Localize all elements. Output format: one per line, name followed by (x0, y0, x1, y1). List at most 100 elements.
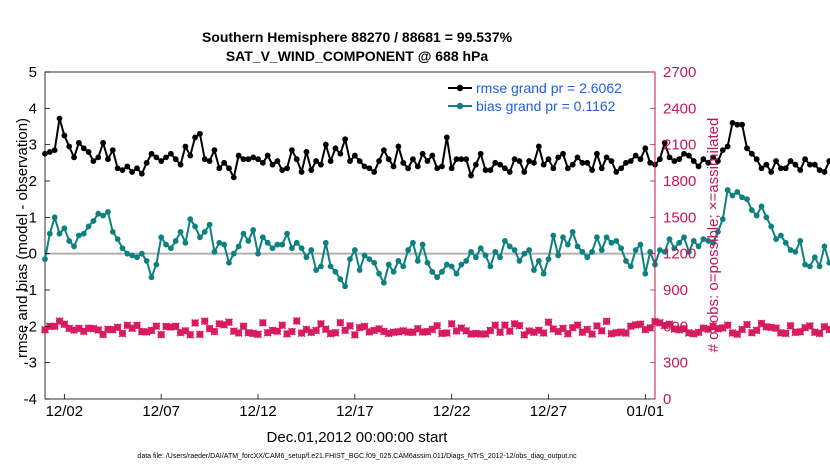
rmse-marker (245, 156, 252, 163)
obs-assimilated-marker (283, 329, 292, 338)
bias-marker (245, 238, 252, 244)
bias-marker (46, 230, 53, 237)
x-tick-label: 12/22 (433, 403, 471, 420)
y2-tick-label: 900 (663, 282, 688, 299)
obs-assimilated-marker (820, 322, 829, 331)
bias-marker (482, 252, 489, 259)
obs-assimilated-marker (563, 329, 572, 338)
rmse-marker (366, 165, 373, 172)
bias-marker (458, 261, 465, 268)
rmse-marker (114, 165, 121, 172)
rmse-marker (468, 172, 474, 179)
bias-marker (589, 248, 595, 255)
rmse-marker (42, 150, 48, 157)
rmse-marker (569, 161, 576, 168)
bias-marker (289, 245, 295, 252)
rmse-marker (298, 169, 305, 175)
bias-marker (158, 234, 165, 241)
rmse-marker (361, 163, 368, 170)
bias-marker (535, 258, 542, 264)
rmse-marker (424, 158, 431, 164)
obs-assimilated-marker (718, 323, 727, 332)
bias-marker (506, 243, 513, 250)
rmse-marker (410, 156, 416, 163)
obs-assimilated-marker (602, 317, 611, 326)
bias-marker (405, 247, 411, 253)
obs-assimilated-marker (331, 328, 340, 337)
bias-marker (690, 238, 697, 244)
obs-assimilated-marker (539, 329, 548, 337)
obs-assimilated-marker (142, 327, 151, 336)
rmse-marker (240, 156, 247, 163)
obs-assimilated-marker (292, 317, 301, 325)
bias-marker (710, 239, 716, 246)
rmse-marker (574, 154, 581, 161)
obs-assimilated-marker (442, 329, 451, 337)
bias-marker (768, 223, 775, 230)
rmse-marker (511, 156, 518, 163)
y-tick-label: 2 (29, 173, 37, 190)
bias-marker (148, 274, 155, 281)
rmse-marker (269, 161, 276, 168)
rmse-marker (332, 145, 339, 152)
obs-assimilated-marker (186, 330, 195, 339)
obs-assimilated-marker (254, 330, 262, 339)
obs-assimilated-marker (709, 322, 718, 331)
obs-assimilated-marker (375, 324, 384, 333)
y2-tick-label: 1500 (663, 209, 696, 226)
rmse-marker (230, 174, 237, 181)
rmse-marker (739, 121, 746, 128)
rmse-marker (51, 147, 58, 154)
obs-assimilated-marker (70, 326, 79, 335)
rmse-marker (666, 154, 673, 161)
obs-assimilated-marker (413, 324, 422, 333)
bias-marker (564, 241, 571, 248)
bias-marker (705, 238, 712, 244)
bias-marker (797, 238, 804, 244)
rmse-marker (71, 154, 77, 161)
obs-assimilated-marker (588, 330, 597, 339)
rmse-marker (255, 156, 261, 163)
rmse-marker (773, 158, 779, 164)
rmse-marker (313, 158, 320, 164)
obs-assimilated-marker (74, 324, 83, 333)
bias-marker (187, 216, 194, 223)
rmse-marker (463, 156, 470, 163)
bias-marker (327, 263, 334, 270)
rmse-marker (448, 165, 455, 172)
bias-marker (700, 236, 707, 243)
bias-marker (134, 254, 140, 261)
bias-marker (472, 254, 479, 261)
obs-assimilated-marker (287, 327, 296, 336)
bias-marker (594, 234, 600, 241)
rmse-marker (434, 165, 441, 172)
rmse-marker (419, 150, 426, 157)
rmse-marker (351, 152, 358, 159)
rmse-marker (124, 163, 131, 170)
obs-assimilated-marker (225, 318, 233, 327)
rmse-marker (177, 161, 184, 168)
x-tick-label: 01/01 (627, 403, 665, 420)
rmse-marker (821, 169, 828, 175)
obs-assimilated-marker (239, 322, 248, 331)
bias-marker (434, 274, 441, 281)
bias-marker (221, 241, 228, 248)
bias-marker (792, 248, 799, 255)
bias-marker (356, 267, 363, 273)
bias-marker (269, 245, 276, 252)
y2-tick-label: 600 (663, 318, 688, 335)
rmse-marker (105, 156, 111, 163)
rmse-marker (80, 145, 87, 152)
y-tick-label: 1 (29, 209, 37, 226)
obs-assimilated-marker (743, 320, 751, 329)
bias-marker (826, 259, 830, 266)
bias-marker (724, 187, 731, 193)
rmse-marker (90, 158, 97, 164)
bias-marker (487, 263, 494, 270)
bias-marker (681, 234, 687, 241)
rmse-marker (715, 158, 721, 164)
obs-assimilated-marker (641, 325, 650, 334)
bias-marker (555, 252, 562, 259)
bias-marker (782, 239, 789, 246)
bias-marker (816, 263, 823, 270)
